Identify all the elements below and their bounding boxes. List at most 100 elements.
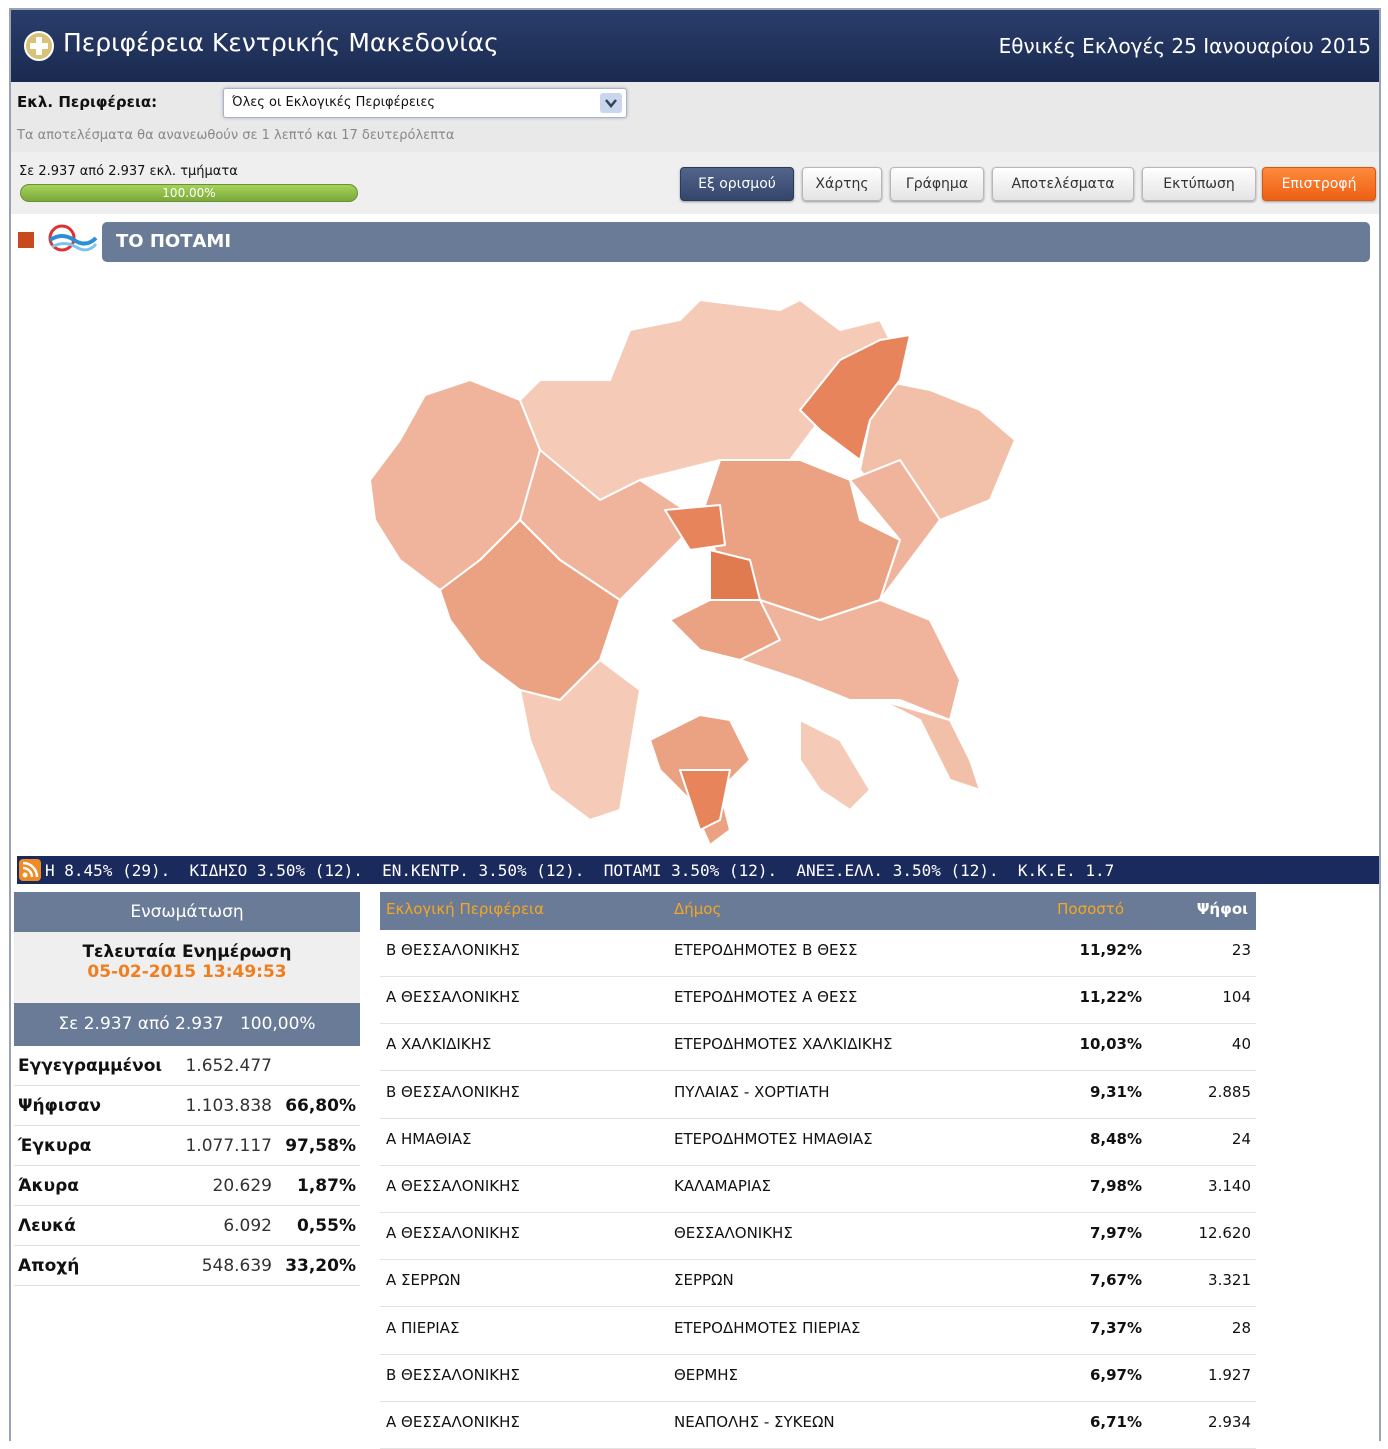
select-arrow bbox=[600, 93, 622, 113]
map-region bbox=[519, 659, 641, 821]
column-header[interactable]: Εκλογική Περιφέρεια bbox=[386, 900, 545, 918]
table-cell: Β ΘΕΣΣΑΛΟΝΙΚΗΣ bbox=[386, 1082, 520, 1101]
counted: Σε 2.937 από 2.937 bbox=[58, 1014, 224, 1034]
table-row bbox=[380, 1119, 1256, 1166]
party-color bbox=[18, 232, 34, 248]
table-cell: 3.140 bbox=[1208, 1177, 1251, 1195]
progress-percent: 100.00% bbox=[162, 186, 216, 200]
table-cell: 40 bbox=[1231, 1035, 1251, 1054]
column-header[interactable]: Ποσοστό bbox=[1057, 900, 1124, 918]
column-header: Ψήφοι bbox=[1196, 900, 1248, 918]
election-title: Εθνικές Εκλογές 25 Ιανουαρίου 2015 bbox=[998, 34, 1371, 58]
rss-icon[interactable] bbox=[19, 859, 41, 881]
table-cell: 7,67% bbox=[1089, 1271, 1142, 1290]
stat-percent: 0,55% bbox=[297, 1216, 356, 1236]
toolbar-button[interactable]: Γράφημα bbox=[890, 167, 984, 201]
table-cell: 7,37% bbox=[1089, 1318, 1142, 1337]
table-cell: 6,71% bbox=[1089, 1413, 1142, 1431]
table-cell: ΕΤΕΡΟΔΗΜΟΤΕΣ ΗΜΑΘΙΑΣ bbox=[674, 1129, 873, 1148]
stat-row bbox=[14, 1126, 360, 1166]
stat-count: 6.092 bbox=[223, 1216, 272, 1236]
header-bar: Περιφέρεια Κεντρικής Μακεδονίας Εθνικές … bbox=[11, 10, 1379, 82]
stat-label: Άκυρα bbox=[18, 1176, 79, 1196]
table-row bbox=[380, 1308, 1256, 1355]
toolbar-button[interactable]: Επιστροφή bbox=[1262, 167, 1376, 201]
stat-label: Αποχή bbox=[18, 1256, 80, 1276]
table-cell: ΕΤΕΡΟΔΗΜΟΤΕΣ Α ΘΕΣΣ bbox=[674, 988, 858, 1007]
header-title: Περιφέρεια Κεντρικής Μακεδονίας bbox=[63, 28, 499, 57]
stat-row bbox=[14, 1206, 360, 1246]
table-cell: 12.620 bbox=[1198, 1224, 1252, 1243]
last-update-label: Τελευταία Ενημέρωση bbox=[82, 942, 292, 962]
map-region bbox=[799, 334, 911, 461]
map-region bbox=[664, 504, 726, 551]
table-cell: 11,22% bbox=[1079, 988, 1142, 1007]
table-cell: ΣΕΡΡΩΝ bbox=[674, 1271, 734, 1290]
table-cell: 11,92% bbox=[1079, 941, 1142, 959]
filter-area: Εκλ. Περιφέρεια: Όλες οι Εκλογικές Περιφ… bbox=[11, 82, 1379, 152]
select-value: Όλες οι Εκλογικές Περιφέρειες bbox=[232, 95, 435, 110]
table-cell: 9,31% bbox=[1089, 1082, 1142, 1101]
table-cell: Β ΘΕΣΣΑΛΟΝΙΚΗΣ bbox=[386, 941, 520, 959]
map-region bbox=[679, 769, 731, 831]
table-cell: Α ΘΕΣΣΑΛΟΝΙΚΗΣ bbox=[386, 988, 520, 1007]
stat-percent: 97,58% bbox=[285, 1136, 356, 1156]
stat-count: 1.103.838 bbox=[185, 1096, 272, 1116]
stat-count: 548.639 bbox=[201, 1256, 272, 1276]
table-cell: Β ΘΕΣΣΑΛΟΝΙΚΗΣ bbox=[386, 1365, 520, 1384]
stat-row bbox=[14, 1246, 360, 1286]
progress-bar: 100.00% bbox=[20, 184, 358, 202]
table-cell: 24 bbox=[1231, 1129, 1251, 1148]
region-select[interactable]: Όλες οι Εκλογικές Περιφέρειες bbox=[223, 88, 627, 118]
counted-percent: 100,00% bbox=[239, 1014, 316, 1034]
table-row bbox=[380, 930, 1256, 977]
table-row bbox=[380, 1072, 1256, 1119]
table-cell: Α ΣΕΡΡΩΝ bbox=[386, 1271, 461, 1290]
table-cell: Α ΧΑΛΚΙΔΙΚΗΣ bbox=[386, 1035, 492, 1054]
stat-label: Εγγεγραμμένοι bbox=[18, 1056, 163, 1076]
table-cell: 23 bbox=[1231, 941, 1251, 959]
frame bbox=[9, 8, 1381, 1441]
stat-label: Λευκά bbox=[18, 1216, 76, 1236]
table-cell: ΘΕΣΣΑΛΟΝΙΚΗΣ bbox=[674, 1224, 793, 1243]
toolbar-button[interactable]: Εξ ορισμού bbox=[680, 167, 794, 201]
table-cell: Α ΘΕΣΣΑΛΟΝΙΚΗΣ bbox=[386, 1177, 520, 1195]
party-name: ΤΟ ΠΟΤΑΜΙ bbox=[116, 231, 232, 252]
table-cell: ΚΑΛΑΜΑΡΙΑΣ bbox=[674, 1177, 772, 1195]
table-cell: 3.321 bbox=[1208, 1271, 1251, 1290]
progress-label: Σε 2.937 από 2.937 εκλ. τμήματα bbox=[19, 164, 238, 179]
table-cell: ΕΤΕΡΟΔΗΜΟΤΕΣ Β ΘΕΣΣ bbox=[674, 941, 858, 959]
stat-row bbox=[14, 1086, 360, 1126]
filter-label: Εκλ. Περιφέρεια: bbox=[17, 93, 158, 111]
stat-percent: 1,87% bbox=[297, 1176, 356, 1196]
table-cell: ΕΤΕΡΟΔΗΜΟΤΕΣ ΧΑΛΚΙΔΙΚΗΣ bbox=[674, 1035, 893, 1054]
table-cell: Α ΘΕΣΣΑΛΟΝΙΚΗΣ bbox=[386, 1413, 520, 1431]
toolbar-button[interactable]: Εκτύπωση bbox=[1142, 167, 1256, 201]
map-region bbox=[879, 699, 981, 791]
summary-title: Ενσωμάτωση bbox=[14, 892, 360, 932]
refresh-note: Τα αποτελέσματα θα ανανεωθούν σε 1 λεπτό… bbox=[17, 128, 455, 143]
stat-row bbox=[14, 1046, 360, 1086]
table-cell: 2.885 bbox=[1208, 1082, 1251, 1101]
stat-label: Ψήφισαν bbox=[18, 1096, 101, 1116]
table-cell: ΠΥΛΑΙΑΣ - ΧΟΡΤΙΑΤΗ bbox=[674, 1082, 830, 1101]
table-cell: 1.927 bbox=[1208, 1365, 1251, 1384]
table-row bbox=[380, 1024, 1256, 1072]
table-cell: 7,98% bbox=[1089, 1177, 1142, 1195]
table-cell: 2.934 bbox=[1208, 1413, 1251, 1431]
counted-bar: Σε 2.937 από 2.937 100,00% bbox=[14, 1003, 360, 1046]
table-cell: ΝΕΑΠΟΛΗΣ - ΣΥΚΕΩΝ bbox=[674, 1413, 835, 1431]
last-update: 05-02-2015 13:49:53 bbox=[87, 962, 287, 982]
table-row bbox=[380, 1260, 1256, 1308]
table-cell: ΕΤΕΡΟΔΗΜΟΤΕΣ ΠΙΕΡΙΑΣ bbox=[674, 1318, 861, 1337]
table-cell: Α ΠΙΕΡΙΑΣ bbox=[386, 1318, 460, 1337]
column-header[interactable]: Δήμος bbox=[674, 900, 722, 918]
stat-label: Έγκυρα bbox=[18, 1136, 92, 1156]
toolbar-button[interactable]: Αποτελέσματα bbox=[992, 167, 1134, 201]
table-cell: 28 bbox=[1231, 1318, 1251, 1337]
table-cell: 8,48% bbox=[1089, 1129, 1142, 1148]
table-cell: 6,97% bbox=[1089, 1365, 1142, 1384]
toolbar-button[interactable]: Χάρτης bbox=[802, 167, 882, 201]
table-cell: ΘΕΡΜΗΣ bbox=[674, 1365, 739, 1384]
